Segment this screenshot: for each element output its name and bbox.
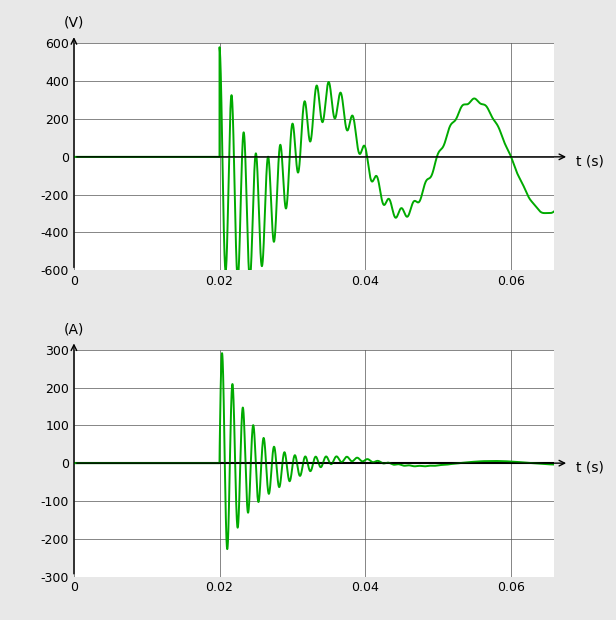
Text: t (s): t (s) [576,154,604,169]
Text: t (s): t (s) [576,461,604,475]
Text: (V): (V) [63,16,84,30]
Text: (A): (A) [63,322,84,336]
